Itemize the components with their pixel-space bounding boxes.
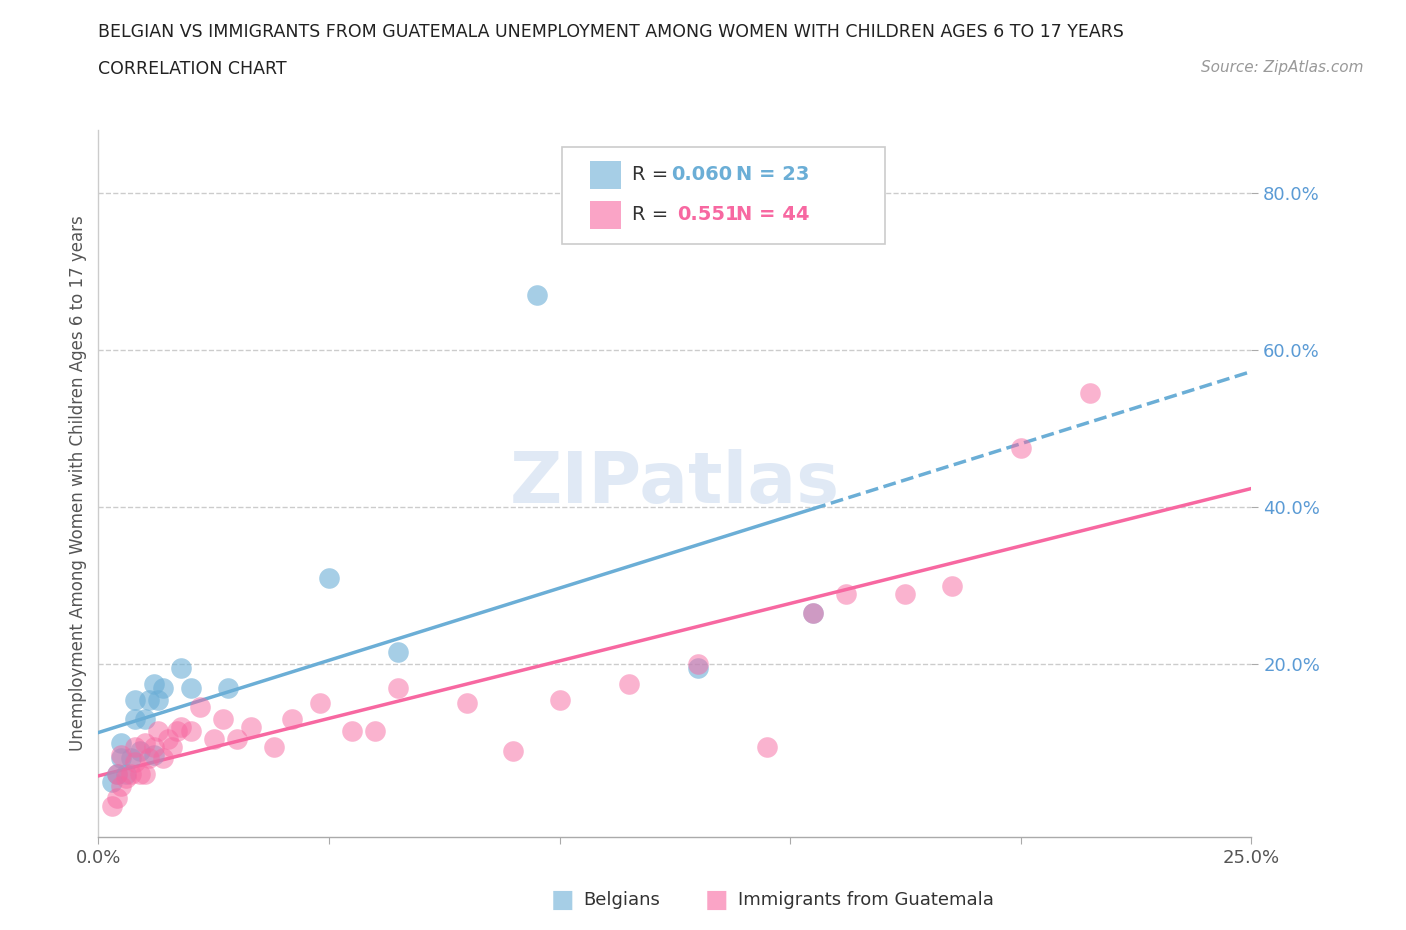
Point — [142, 676, 165, 691]
Point — [834, 586, 856, 601]
Point — [617, 676, 640, 691]
Text: CORRELATION CHART: CORRELATION CHART — [98, 60, 287, 78]
Point — [124, 711, 146, 726]
Point — [110, 736, 132, 751]
Point — [456, 696, 478, 711]
Point — [180, 724, 202, 738]
Point — [1078, 386, 1101, 401]
Point — [263, 739, 285, 754]
Point — [941, 578, 963, 593]
Point — [142, 747, 165, 762]
Text: BELGIAN VS IMMIGRANTS FROM GUATEMALA UNEMPLOYMENT AMONG WOMEN WITH CHILDREN AGES: BELGIAN VS IMMIGRANTS FROM GUATEMALA UNE… — [98, 23, 1125, 41]
Text: ■: ■ — [551, 888, 574, 912]
Point — [152, 751, 174, 766]
Point — [166, 724, 188, 738]
Text: ZIPatlas: ZIPatlas — [510, 449, 839, 518]
Point — [188, 700, 211, 715]
Point — [318, 570, 340, 585]
Text: N = 44: N = 44 — [735, 206, 810, 224]
Point — [110, 778, 132, 793]
Text: N = 23: N = 23 — [735, 166, 810, 184]
Point — [281, 711, 304, 726]
Point — [548, 692, 571, 707]
Point — [134, 736, 156, 751]
Point — [105, 790, 128, 805]
Point — [202, 731, 225, 746]
Point — [115, 771, 138, 786]
Point — [239, 720, 262, 735]
Point — [387, 681, 409, 696]
Point — [225, 731, 247, 746]
Point — [138, 751, 160, 766]
Point — [124, 739, 146, 754]
Point — [101, 775, 124, 790]
Point — [686, 657, 709, 671]
Y-axis label: Unemployment Among Women with Children Ages 6 to 17 years: Unemployment Among Women with Children A… — [69, 216, 87, 751]
Point — [129, 766, 152, 781]
Point — [124, 755, 146, 770]
Point — [156, 731, 179, 746]
Point — [801, 605, 824, 620]
Point — [138, 692, 160, 707]
Text: R =: R = — [631, 206, 681, 224]
Point — [308, 696, 330, 711]
Point — [1010, 441, 1032, 456]
Point — [120, 751, 142, 766]
Point — [212, 711, 235, 726]
Text: 0.551: 0.551 — [676, 206, 738, 224]
Point — [526, 287, 548, 302]
Point — [364, 724, 387, 738]
Point — [387, 645, 409, 660]
Point — [105, 766, 128, 781]
Point — [686, 660, 709, 675]
Point — [170, 660, 193, 675]
Point — [160, 739, 183, 754]
Point — [756, 739, 779, 754]
Point — [170, 720, 193, 735]
Point — [148, 724, 170, 738]
Point — [115, 766, 138, 781]
Point — [801, 605, 824, 620]
Text: Belgians: Belgians — [583, 891, 661, 910]
Point — [134, 766, 156, 781]
Text: Immigrants from Guatemala: Immigrants from Guatemala — [738, 891, 994, 910]
Point — [105, 766, 128, 781]
Point — [110, 751, 132, 766]
Point — [120, 766, 142, 781]
Point — [129, 743, 152, 758]
Point — [217, 681, 239, 696]
Point — [180, 681, 202, 696]
Text: 0.060: 0.060 — [671, 166, 733, 184]
Point — [101, 798, 124, 813]
Point — [110, 747, 132, 762]
Point — [142, 739, 165, 754]
Text: Source: ZipAtlas.com: Source: ZipAtlas.com — [1201, 60, 1364, 75]
Point — [148, 692, 170, 707]
Point — [894, 586, 917, 601]
Point — [134, 711, 156, 726]
Point — [340, 724, 363, 738]
Point — [502, 743, 524, 758]
Point — [124, 692, 146, 707]
Text: R =: R = — [631, 166, 675, 184]
Point — [152, 681, 174, 696]
Text: ■: ■ — [706, 888, 728, 912]
